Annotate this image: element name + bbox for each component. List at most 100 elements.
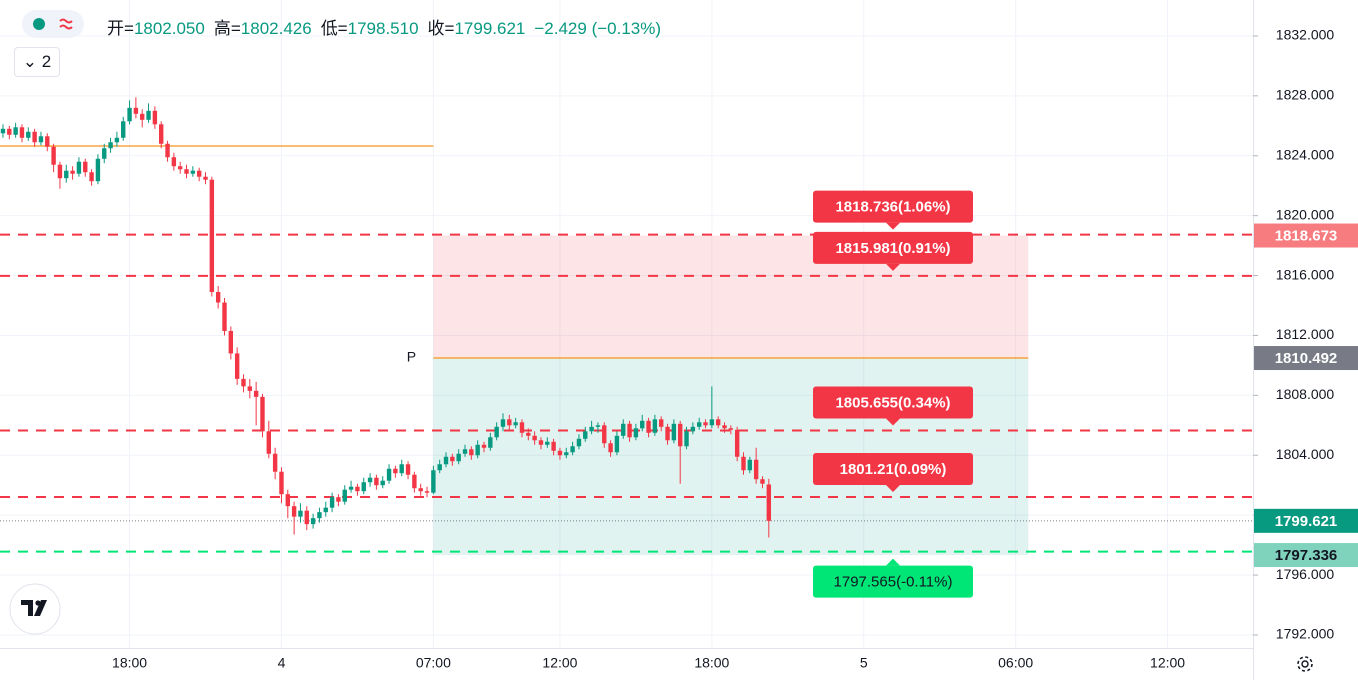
- price-tag: [1254, 543, 1358, 568]
- candle-body: [222, 302, 227, 331]
- y-tick-label: 1828.000: [1276, 87, 1335, 103]
- candle-body: [13, 127, 18, 135]
- ohlc-label: 开=: [107, 19, 134, 38]
- candle-body: [412, 474, 417, 489]
- ohlc-value: 1802.426: [240, 19, 312, 38]
- price-tag-label: 1818.673: [1275, 227, 1338, 244]
- candle-body: [703, 422, 708, 426]
- candle-body: [456, 453, 461, 462]
- candle-body: [526, 432, 531, 436]
- ohlc-value: 1798.510: [347, 19, 419, 38]
- indicator-toggle[interactable]: ⌄ 2: [14, 47, 60, 77]
- label-pointer: [886, 558, 900, 566]
- candle-body: [507, 419, 512, 426]
- candle-body: [45, 136, 50, 147]
- label-box: [813, 565, 973, 598]
- candle-body: [500, 419, 506, 427]
- candle-body: [114, 137, 120, 143]
- candle-body: [715, 419, 721, 426]
- price-tag-label: 1797.336: [1275, 547, 1338, 564]
- y-tick-label: 1812.000: [1276, 326, 1335, 342]
- candle-body: [564, 452, 569, 456]
- candle-body: [595, 425, 601, 427]
- candle-body: [19, 127, 25, 138]
- candle-body: [665, 426, 670, 441]
- x-tick-label: 12:00: [542, 655, 577, 671]
- candle-body: [89, 172, 94, 182]
- tradingview-logo[interactable]: [9, 583, 61, 635]
- candle-body: [234, 353, 240, 379]
- label-pointer: [886, 418, 900, 426]
- price-tag: [1254, 346, 1358, 371]
- price-tag: [1254, 508, 1358, 533]
- candle-body: [614, 435, 620, 453]
- ohlc-label: 高=: [213, 19, 241, 38]
- candle-body: [519, 422, 525, 433]
- x-tick-label: 07:00: [416, 655, 451, 671]
- label-text: 1805.655(0.34%): [835, 394, 950, 411]
- candle-body: [405, 464, 411, 475]
- candle-body: [481, 444, 487, 448]
- candle-body: [386, 468, 392, 481]
- candle-body: [583, 431, 588, 439]
- candle-body: [728, 428, 734, 430]
- y-tick-label: 1808.000: [1276, 386, 1335, 402]
- candle-body: [437, 464, 442, 471]
- candle-body: [108, 142, 113, 149]
- y-tick-label: 1824.000: [1276, 146, 1335, 162]
- level-label: 1801.21(0.09%): [813, 453, 973, 493]
- settings-gear[interactable]: [1297, 656, 1313, 672]
- level-label: 1805.655(0.34%): [813, 386, 973, 426]
- x-tick-label: 4: [278, 655, 286, 671]
- candle-body: [336, 497, 341, 502]
- candle-body: [532, 435, 537, 441]
- candle-body: [684, 431, 689, 447]
- price-tag-label: 1810.492: [1275, 350, 1338, 367]
- candle-body: [196, 170, 202, 177]
- market-open-dot: [33, 18, 45, 30]
- candle-body: [38, 136, 44, 143]
- candle-body: [734, 429, 740, 457]
- candle-body: [209, 179, 215, 293]
- candle-body: [291, 506, 297, 517]
- candle-body: [152, 110, 158, 125]
- candle-body: [551, 441, 556, 451]
- candle-body: [57, 164, 63, 179]
- candle-body: [450, 456, 455, 462]
- price-tag-label: 1799.621: [1275, 513, 1338, 530]
- gear-outline: [1297, 656, 1313, 672]
- candle-body: [171, 157, 177, 167]
- label-text: 1818.736(1.06%): [835, 199, 950, 216]
- symbol-status-badge[interactable]: [22, 10, 84, 38]
- candle-body: [260, 396, 265, 432]
- candle-body: [32, 131, 37, 143]
- candle-body: [418, 488, 423, 492]
- ohlc-value: 1802.050: [133, 19, 205, 38]
- candle-body: [608, 443, 613, 453]
- badge-icons: [33, 18, 73, 30]
- y-tick-label: 1820.000: [1276, 206, 1335, 222]
- candle-body: [557, 450, 563, 456]
- candle-body: [310, 518, 316, 525]
- candle-body: [513, 422, 518, 426]
- ohlc-legend: 开=1802.050 高=1802.426 低=1798.510 收=1799.621…: [107, 14, 670, 39]
- candle-body: [51, 146, 56, 165]
- candle-body: [627, 423, 632, 438]
- candle-body: [177, 166, 183, 170]
- gear-center: [1301, 660, 1309, 668]
- candle-body: [241, 378, 246, 387]
- candle-body: [393, 468, 398, 474]
- candle-body: [722, 425, 727, 429]
- chevron: ⌄: [22, 52, 42, 71]
- level-label: 1797.565(-0.11%): [813, 558, 973, 598]
- x-tick-label: 12:00: [1150, 655, 1185, 671]
- y-tick-label: 1832.000: [1276, 27, 1335, 43]
- candle-body: [0, 128, 6, 134]
- candle-body: [26, 131, 31, 138]
- candle-body: [102, 148, 107, 159]
- candle-body: [140, 113, 145, 120]
- candle-body: [127, 107, 132, 122]
- logo-circle[interactable]: [9, 583, 61, 635]
- candle-body: [190, 170, 196, 174]
- x-tick-label: 06:00: [998, 655, 1033, 671]
